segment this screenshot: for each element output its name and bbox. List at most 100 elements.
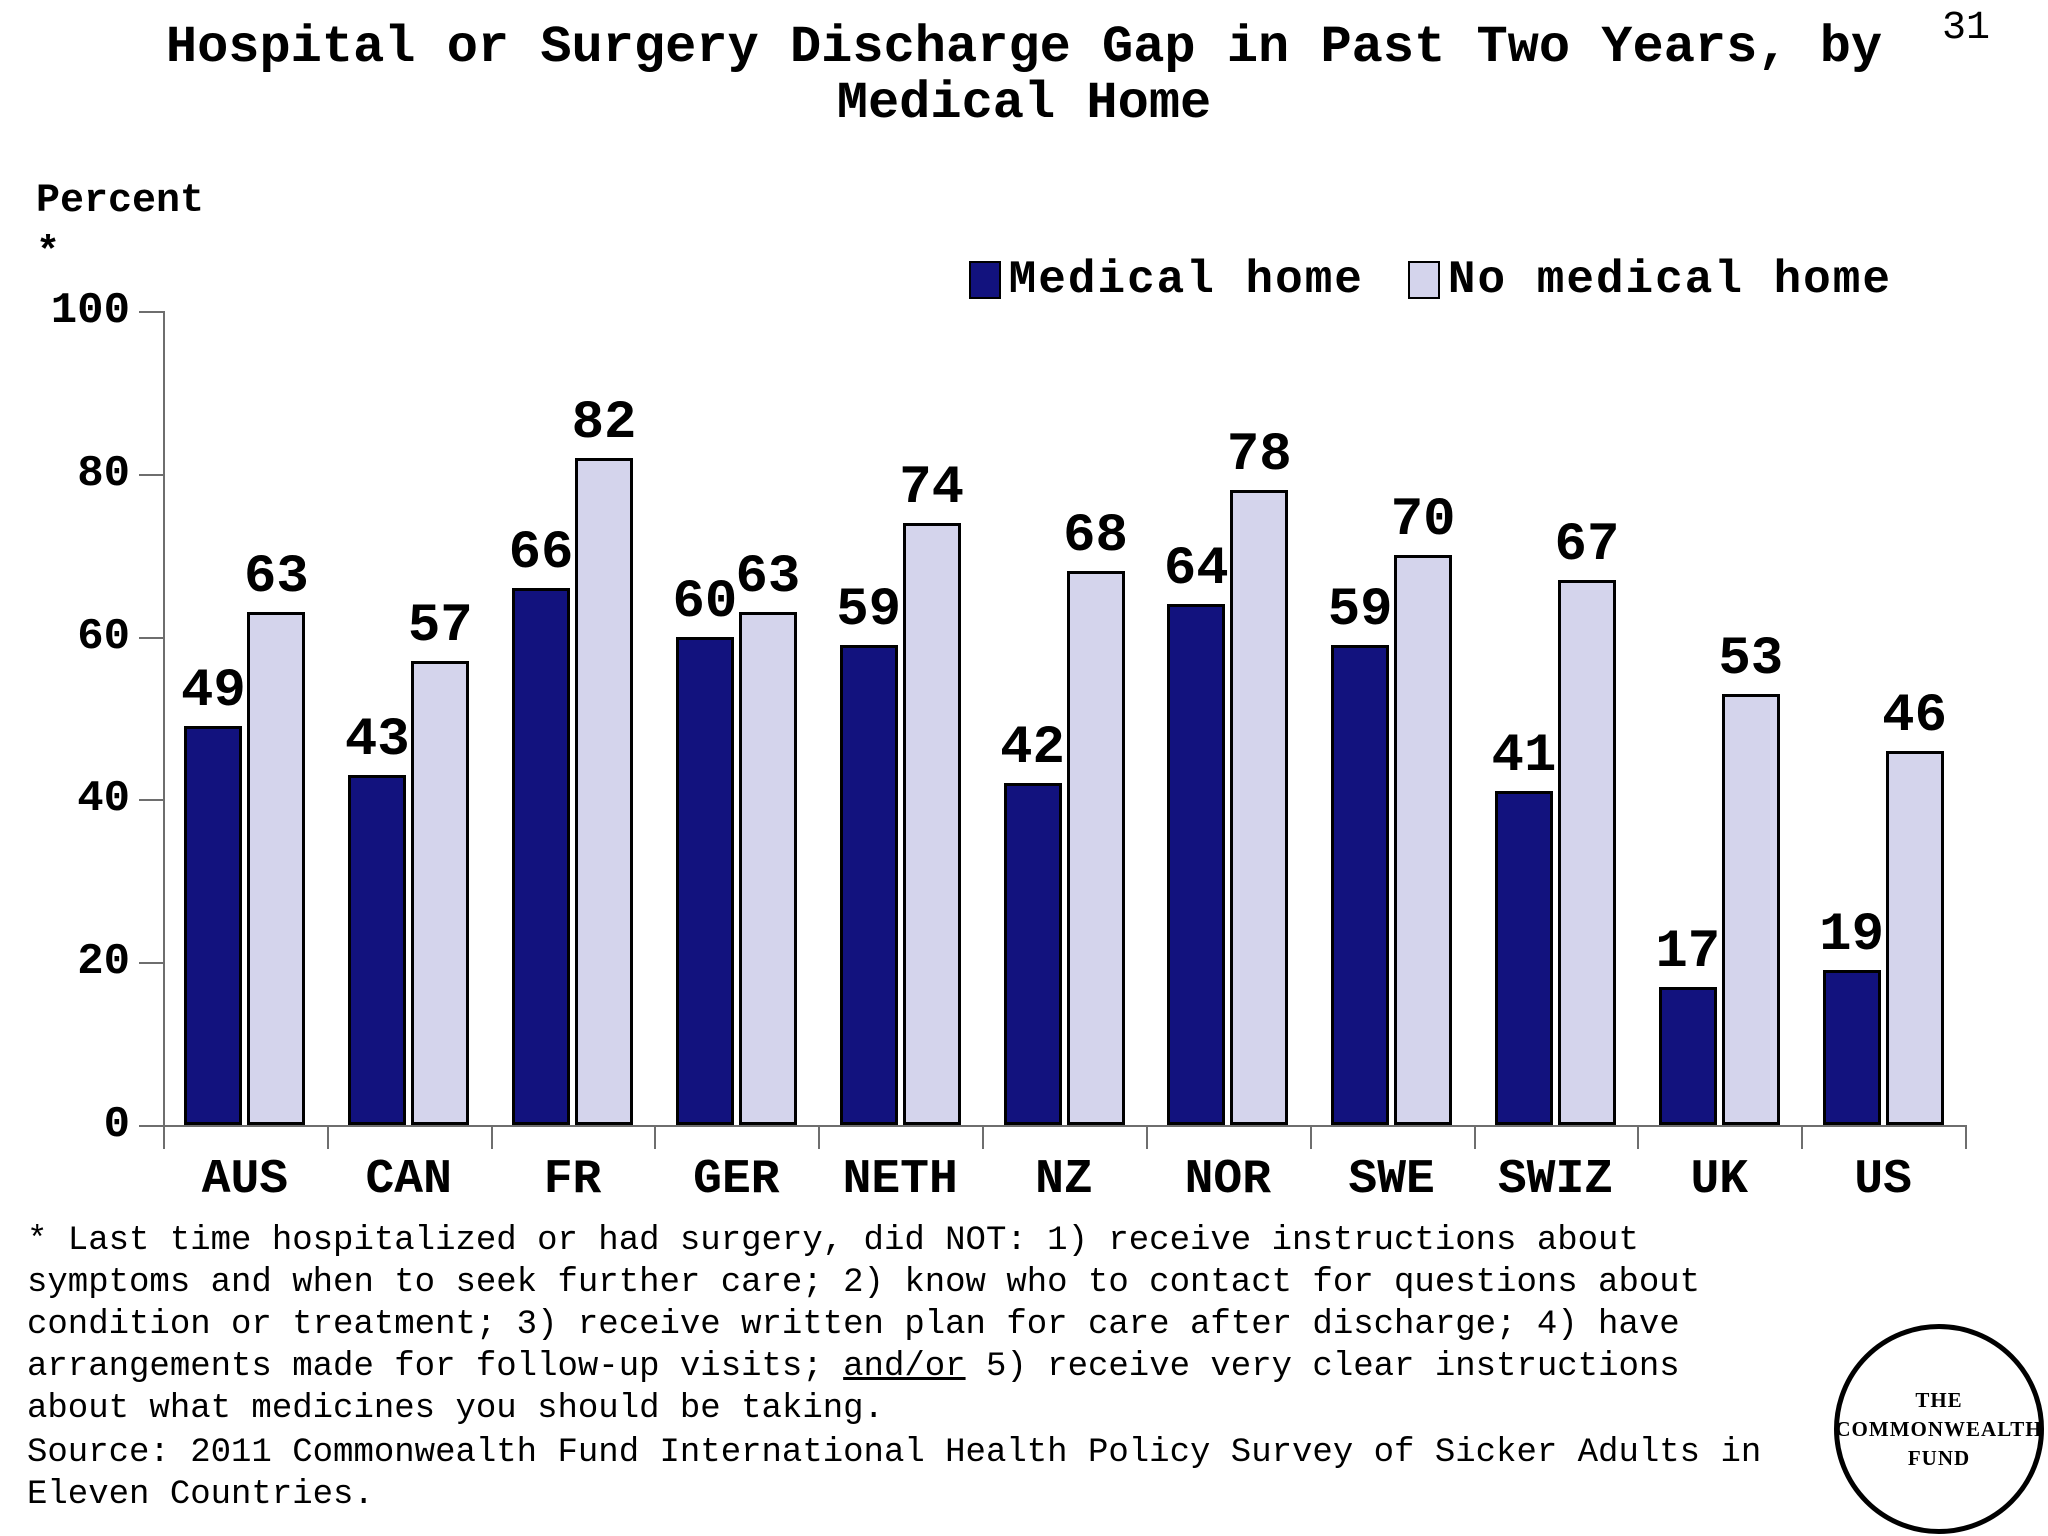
x-axis-category-label: NOR	[1184, 1153, 1272, 1207]
x-axis-category-label: US	[1854, 1153, 1912, 1207]
bar-value-label: 70	[1390, 490, 1456, 552]
bar-medical-home-fr	[512, 587, 571, 1125]
footnote-line: arrangements made for follow-up visits; …	[27, 1346, 1817, 1388]
percent-label: Percent	[36, 179, 205, 224]
x-axis-tick	[163, 1125, 165, 1149]
bar-medical-home-can	[348, 774, 407, 1125]
y-axis-tick-label: 100	[50, 286, 130, 336]
y-axis-tick	[139, 962, 163, 965]
y-axis-tick-label: 40	[77, 774, 130, 825]
y-axis-tick-label: 80	[77, 448, 130, 499]
bar-value-label: 42	[1000, 718, 1065, 780]
footnote-text-segment: condition or treatment; 3) receive writt…	[27, 1306, 1680, 1344]
footnote-line: symptoms and when to seek further care; …	[27, 1262, 1817, 1304]
x-axis-category-label: FR	[543, 1153, 602, 1207]
chart-title-line-1: Hospital or Surgery Discharge Gap in Pas…	[165, 18, 1883, 77]
logo-text-line: COMMONWEALTH	[1835, 1416, 2043, 1441]
footnote-line: about what medicines you should be takin…	[27, 1388, 1817, 1430]
x-axis-category-label: NETH	[842, 1153, 958, 1207]
legend-swatch-icon	[968, 261, 1001, 299]
bar-value-label: 19	[1819, 905, 1884, 967]
bar-no-medical-home-nor	[1230, 490, 1289, 1125]
asterisk-label: *	[36, 231, 61, 276]
bar-value-label: 46	[1882, 685, 1947, 747]
bar-medical-home-neth	[839, 644, 898, 1125]
bar-value-label: 63	[735, 547, 801, 609]
footnote-underlined-text: and/or	[843, 1348, 966, 1386]
y-axis-unit-label: Percent *	[36, 176, 204, 280]
source-line: Source: 2011 Commonwealth Fund Internati…	[27, 1434, 1762, 1472]
legend-item-medical-home: Medical home	[968, 254, 1364, 306]
footnote-text-segment: arrangements made for follow-up visits;	[27, 1348, 844, 1386]
bar-value-label: 78	[1226, 425, 1292, 487]
bar-value-label: 17	[1655, 921, 1721, 983]
bar-value-label: 59	[836, 579, 902, 641]
bar-no-medical-home-swe	[1394, 555, 1453, 1125]
footnote-text-segment: * Last time hospitalized or had surgery,…	[27, 1222, 1639, 1260]
y-axis-tick-label: 60	[77, 611, 130, 662]
bar-value-label: 60	[672, 571, 738, 633]
x-axis-category-label: UK	[1690, 1153, 1749, 1207]
bar-value-label: 68	[1063, 506, 1128, 568]
footnote-line: condition or treatment; 3) receive writt…	[27, 1304, 1817, 1346]
bar-medical-home-ger	[675, 636, 734, 1125]
legend-label: Medical home	[1008, 254, 1364, 306]
bar-value-label: 67	[1554, 514, 1620, 576]
bar-no-medical-home-nz	[1066, 571, 1125, 1125]
bar-value-label: 63	[244, 547, 309, 609]
logo-text-line: FUND	[1907, 1445, 1971, 1470]
x-axis-tick	[1473, 1125, 1476, 1149]
page-number: 31	[1941, 6, 1990, 51]
x-axis-tick	[654, 1125, 657, 1149]
bar-value-label: 41	[1491, 726, 1557, 788]
bar-value-label: 57	[407, 596, 473, 658]
bar-medical-home-us	[1822, 970, 1881, 1125]
y-axis-tick	[139, 1125, 163, 1127]
bar-medical-home-nz	[1003, 783, 1062, 1125]
x-axis-category-label: CAN	[365, 1153, 452, 1207]
footnote-text-segment: symptoms and when to seek further care; …	[27, 1264, 1701, 1302]
source-text: Source: 2011 Commonwealth Fund Internati…	[27, 1432, 1817, 1516]
bar-no-medical-home-neth	[902, 522, 961, 1125]
bar-medical-home-swe	[1331, 644, 1390, 1125]
legend-label: No medical home	[1447, 254, 1892, 306]
bar-no-medical-home-aus	[247, 612, 306, 1125]
bar-value-label: 49	[181, 661, 246, 723]
bar-medical-home-swiz	[1494, 791, 1553, 1125]
x-axis-tick	[1801, 1125, 1804, 1149]
bar-value-label: 64	[1163, 539, 1229, 601]
x-axis-tick	[326, 1125, 329, 1149]
bar-value-label: 59	[1327, 579, 1393, 641]
bar-no-medical-home-can	[411, 661, 470, 1125]
x-axis-line	[139, 1125, 1965, 1127]
x-axis-category-label: AUS	[201, 1153, 289, 1207]
footnote-text-segment: about what medicines you should be takin…	[27, 1390, 884, 1428]
bar-medical-home-nor	[1167, 604, 1226, 1125]
x-axis-category-label: GER	[693, 1153, 780, 1207]
legend: Medical home No medical home	[968, 254, 1892, 306]
bar-no-medical-home-us	[1885, 750, 1944, 1125]
legend-swatch-icon	[1407, 261, 1440, 299]
footnote-text-segment: 5) receive very clear instructions	[965, 1348, 1680, 1386]
x-axis-tick	[490, 1125, 493, 1149]
x-axis-tick	[1965, 1125, 1967, 1149]
x-axis-tick	[982, 1125, 985, 1149]
commonwealth-fund-logo: THE COMMONWEALTH FUND	[1834, 1324, 2044, 1534]
bar-medical-home-aus	[184, 726, 243, 1125]
footnote-line: * Last time hospitalized or had surgery,…	[27, 1220, 1817, 1262]
y-axis-tick	[139, 799, 163, 802]
bar-value-label: 74	[899, 457, 965, 519]
y-axis-tick-label: 0	[103, 1100, 130, 1150]
x-axis-tick	[1309, 1125, 1312, 1149]
bar-value-label: 66	[508, 522, 574, 584]
chart-title: Hospital or Surgery Discharge Gap in Pas…	[0, 20, 2048, 132]
x-axis-category-label: SWE	[1348, 1153, 1435, 1207]
bar-value-label: 53	[1718, 628, 1784, 690]
footnote-text: * Last time hospitalized or had surgery,…	[27, 1220, 1817, 1430]
x-axis-tick	[1145, 1125, 1148, 1149]
y-axis-tick	[139, 636, 163, 639]
bar-no-medical-home-uk	[1721, 693, 1780, 1125]
y-axis-tick	[139, 311, 163, 313]
bar-value-label: 82	[571, 392, 637, 454]
